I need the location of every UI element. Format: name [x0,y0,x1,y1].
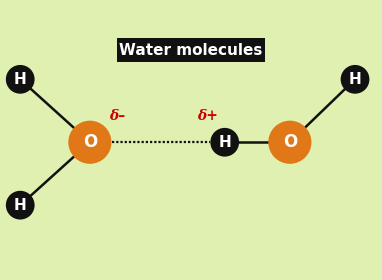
Text: O: O [283,133,297,151]
Circle shape [6,191,35,220]
Circle shape [6,65,35,94]
FancyBboxPatch shape [117,38,265,62]
Circle shape [210,128,239,157]
Circle shape [268,121,311,164]
Text: δ–: δ– [109,109,125,123]
Text: H: H [14,198,27,213]
Text: H: H [349,72,361,87]
Text: H: H [14,72,27,87]
Circle shape [68,121,112,164]
Text: Water molecules: Water molecules [119,43,263,58]
Text: O: O [83,133,97,151]
Text: H: H [219,135,231,150]
Circle shape [341,65,369,94]
Text: δ+: δ+ [197,109,218,123]
